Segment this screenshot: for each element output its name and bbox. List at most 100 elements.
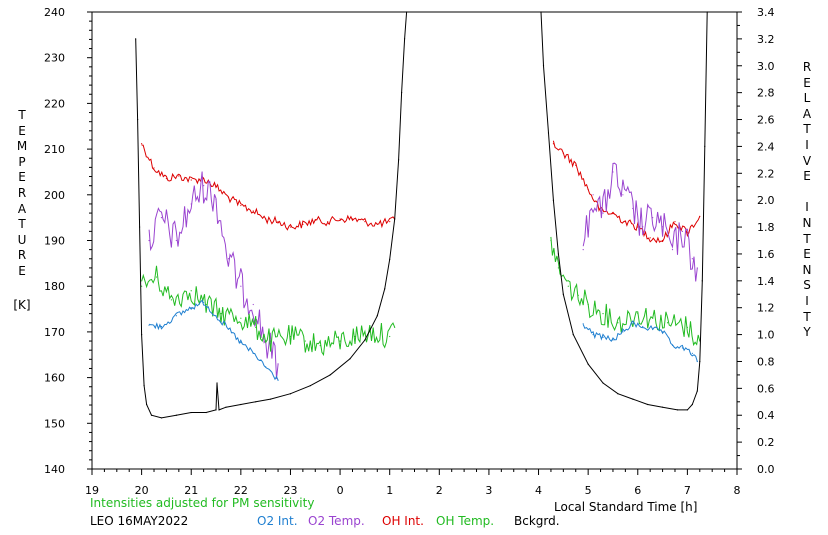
data-point (699, 360, 701, 363)
data-point (587, 188, 589, 191)
series-layer (135, 11, 708, 419)
y-left-unit: [K] (13, 298, 31, 312)
series-oh-temp (141, 236, 701, 357)
x-tick-label: 2 (436, 484, 443, 497)
data-point (339, 340, 341, 342)
data-point (622, 331, 624, 333)
data-point (632, 207, 634, 210)
series-line-segment (582, 162, 698, 282)
data-point (602, 212, 604, 214)
data-point (215, 315, 217, 317)
data-point (637, 226, 639, 228)
data-point (327, 221, 329, 223)
data-point (190, 203, 192, 205)
legend-oh-int: OH Int. (382, 514, 424, 528)
data-point (617, 322, 619, 324)
data-point (255, 401, 257, 403)
data-point (562, 152, 564, 154)
legend-o2-int: O2 Int. (257, 514, 298, 528)
x-axis-label: Local Standard Time [h] (554, 500, 698, 514)
x-tick-label: 22 (234, 484, 248, 497)
data-point (617, 393, 619, 395)
data-point (637, 313, 639, 315)
data-point (165, 178, 168, 180)
data-point (205, 303, 207, 306)
data-point (398, 159, 400, 161)
data-point (203, 301, 205, 303)
y-left-label: T E M P E R A T U R E (16, 108, 28, 278)
data-point (562, 293, 564, 295)
data-point (686, 326, 688, 328)
data-point (319, 345, 321, 347)
data-point (351, 218, 354, 220)
data-point (270, 340, 272, 342)
series-line-segment (141, 265, 396, 357)
data-point (567, 285, 569, 287)
data-point (240, 204, 242, 207)
data-point (215, 186, 217, 188)
data-point (153, 167, 155, 169)
legend-o2-temp: O2 Temp. (308, 514, 365, 528)
right-tick-label: 2.8 (757, 87, 775, 100)
data-point (624, 221, 626, 223)
left-tick-label: 190 (44, 235, 65, 248)
data-point (215, 198, 217, 200)
data-point (582, 323, 584, 325)
x-tick-label: 6 (634, 484, 641, 497)
data-point (240, 317, 242, 319)
data-point (632, 323, 634, 325)
x-tick-label: 5 (585, 484, 592, 497)
right-tick-label: 0.8 (757, 355, 775, 368)
data-point (215, 409, 217, 411)
data-point (190, 307, 192, 309)
data-point (542, 65, 545, 67)
data-point (587, 303, 589, 306)
data-point (289, 393, 292, 395)
right-tick-label: 1.0 (757, 329, 775, 342)
data-point (227, 328, 230, 330)
left-tick-label: 220 (44, 97, 65, 110)
data-point (674, 221, 676, 223)
data-point (376, 223, 378, 225)
left-tick-label: 160 (44, 372, 65, 385)
right-tick-label: 3.0 (757, 60, 775, 73)
left-tick-label: 170 (44, 326, 65, 339)
right-tick-label: 3.4 (757, 6, 775, 19)
data-point (240, 285, 242, 287)
data-point (661, 226, 664, 228)
right-tick-label: 1.8 (757, 221, 775, 234)
data-point (575, 164, 577, 166)
right-y-ticks: 0.0 0.2 0.4 0.6 0.8 1.0 1.2 1.4 1.6 1.8 2.0 2.2 2.4 2… (737, 6, 775, 476)
data-point (265, 366, 267, 368)
y-right-label: R E L A T I V E I N T E N S I T Y (802, 60, 812, 340)
data-point (602, 336, 604, 338)
data-point (691, 403, 693, 406)
data-point (602, 382, 604, 384)
right-tick-label: 2.0 (757, 194, 775, 207)
data-point (681, 230, 684, 232)
data-point (681, 347, 684, 349)
data-point (170, 299, 172, 301)
series-line-segment (540, 11, 708, 411)
data-point (666, 322, 669, 324)
data-point (602, 313, 604, 315)
data-point (175, 414, 177, 416)
data-point (139, 226, 141, 228)
data-point (289, 335, 292, 338)
data-point (289, 226, 292, 228)
data-point (190, 290, 192, 292)
data-point (592, 333, 594, 336)
data-point (577, 294, 579, 296)
series-line-segment (550, 236, 701, 347)
data-point (612, 213, 614, 215)
data-point (394, 326, 396, 328)
left-tick-label: 150 (44, 417, 65, 430)
data-point (587, 363, 589, 365)
data-point (671, 249, 674, 251)
right-tick-label: 0.4 (757, 409, 775, 422)
data-point (252, 352, 254, 355)
data-point (582, 249, 584, 251)
data-point (339, 218, 341, 220)
data-point (309, 385, 311, 387)
series-o2-temp (148, 162, 698, 379)
